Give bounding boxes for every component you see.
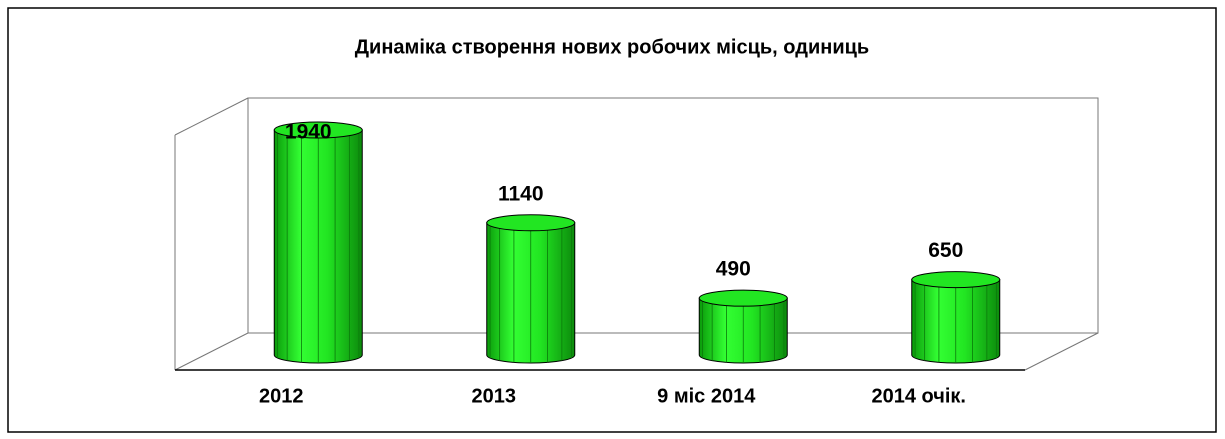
x-tick-label: 2012 bbox=[259, 385, 304, 407]
bar-part bbox=[486, 214, 576, 232]
x-tick-label: 2014 очік. bbox=[871, 385, 966, 407]
bar-part bbox=[698, 289, 788, 307]
bar bbox=[698, 289, 788, 364]
bar bbox=[486, 214, 576, 364]
frame bbox=[7, 7, 1217, 433]
x-tick-label: 2013 bbox=[472, 385, 517, 407]
value-label: 1940 bbox=[285, 121, 332, 144]
plot-box bbox=[174, 97, 1099, 371]
x-tick-label: 9 міс 2014 bbox=[657, 385, 756, 407]
bar bbox=[273, 121, 363, 364]
value-label: 1140 bbox=[498, 182, 544, 205]
value-label: 490 bbox=[716, 258, 751, 281]
bar-part bbox=[911, 271, 1001, 289]
bar bbox=[911, 271, 1001, 364]
bar-part bbox=[273, 121, 363, 139]
value-label: 650 bbox=[928, 239, 963, 262]
chart-title: Динаміка створення нових робочих місць, … bbox=[355, 36, 869, 58]
